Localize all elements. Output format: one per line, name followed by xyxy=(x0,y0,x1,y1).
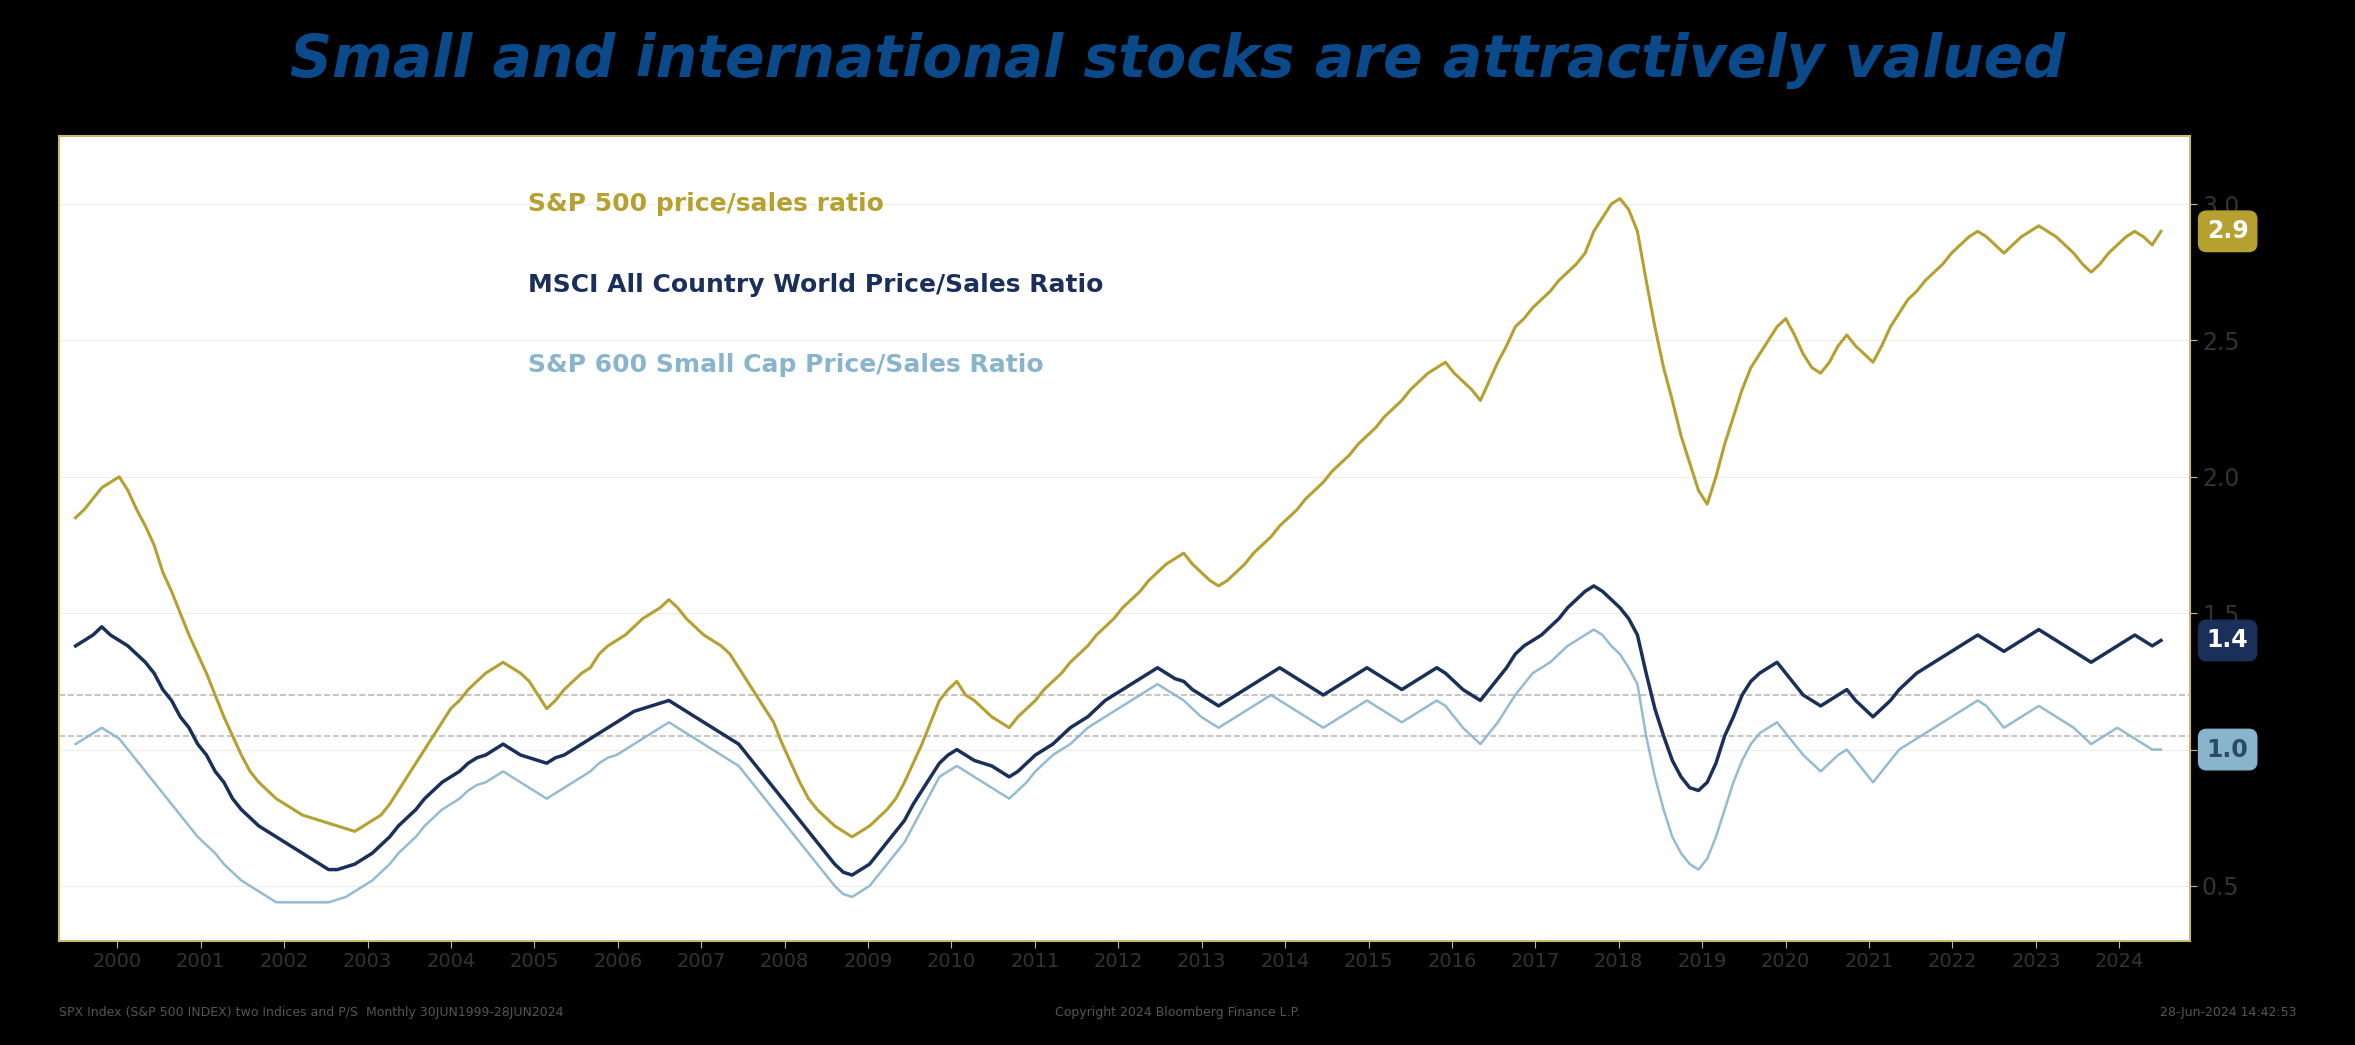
Text: 1.0: 1.0 xyxy=(2207,738,2249,762)
Text: 28-Jun-2024 14:42:53: 28-Jun-2024 14:42:53 xyxy=(2160,1006,2296,1019)
Text: 1.4: 1.4 xyxy=(2207,628,2249,652)
Text: SPX Index (S&P 500 INDEX) two Indices and P/S  Monthly 30JUN1999-28JUN2024: SPX Index (S&P 500 INDEX) two Indices an… xyxy=(59,1006,563,1019)
Text: Small and international stocks are attractively valued: Small and international stocks are attra… xyxy=(290,31,2065,89)
Text: S&P 500 price/sales ratio: S&P 500 price/sales ratio xyxy=(528,192,883,216)
Text: MSCI All Country World Price/Sales Ratio: MSCI All Country World Price/Sales Ratio xyxy=(528,273,1102,297)
Text: 2.9: 2.9 xyxy=(2207,219,2249,243)
Text: S&P 600 Small Cap Price/Sales Ratio: S&P 600 Small Cap Price/Sales Ratio xyxy=(528,353,1043,377)
Text: Copyright 2024 Bloomberg Finance L.P.: Copyright 2024 Bloomberg Finance L.P. xyxy=(1055,1006,1300,1019)
